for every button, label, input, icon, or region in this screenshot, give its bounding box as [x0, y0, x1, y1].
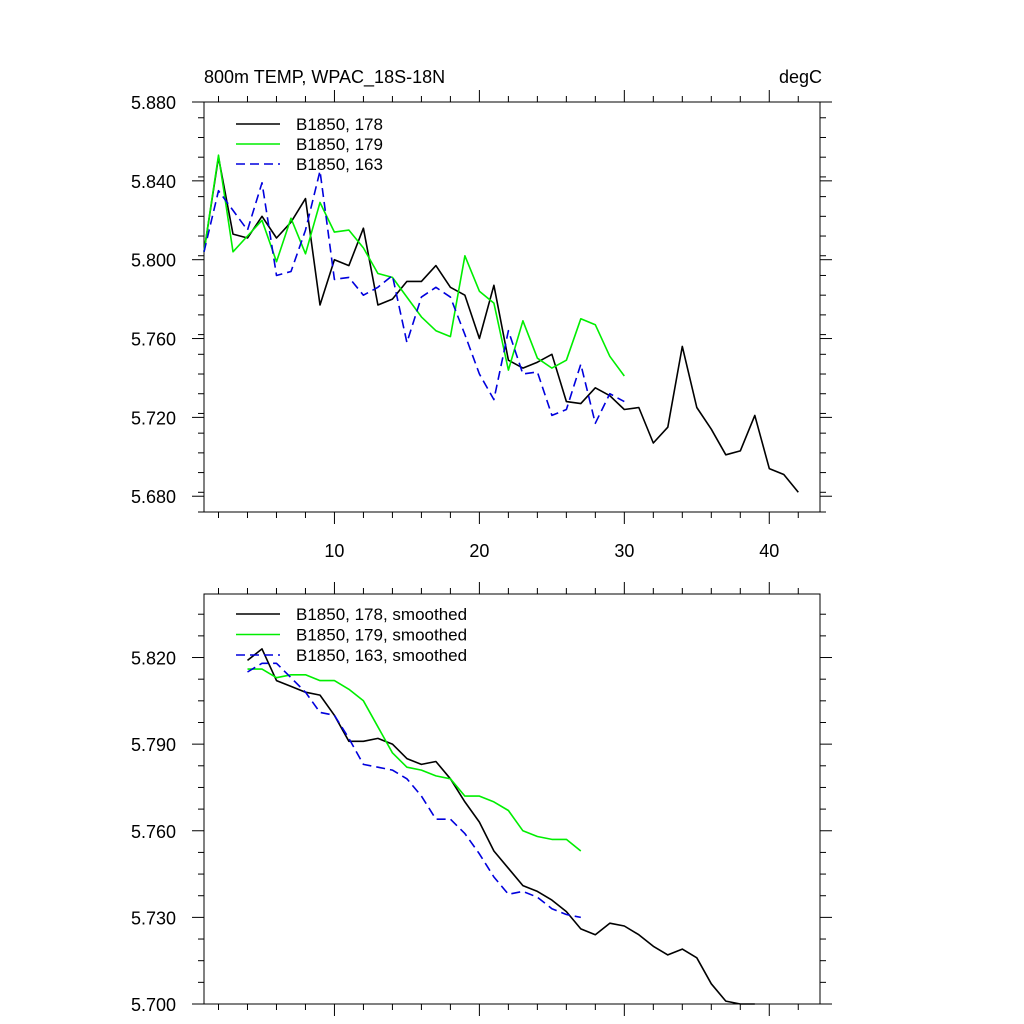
top-panel-y-tick-label: 5.840: [131, 172, 176, 192]
bottom-panel-tick-labels: 5.700 5.730 5.760 5.790 5.820: [131, 649, 176, 1015]
top-panel-y-tick-label: 5.880: [131, 93, 176, 113]
bottom-panel-series-line-3: [247, 662, 581, 919]
top-panel-series-line-2: [203, 154, 625, 377]
top-panel-plot-frame: [203, 101, 821, 513]
top-panel-y-tick-label: 5.800: [131, 251, 176, 271]
top-panel-x-tick-label: 30: [614, 541, 634, 561]
bottom-panel-y-tick-label: 5.700: [131, 995, 176, 1015]
top-panel-legend-label-3: B1850, 163: [296, 155, 383, 174]
bottom-panel-y-tick-label: 5.730: [131, 908, 176, 928]
bottom-panel-y-tick-label: 5.790: [131, 735, 176, 755]
top-panel-x-tick-label: 10: [324, 541, 344, 561]
bottom-panel-series-line-2: [247, 668, 582, 852]
bottom-panel-y-tick-label: 5.820: [131, 649, 176, 669]
bottom-panel-series-line-1: [247, 648, 755, 1005]
bottom-panel-legend-label-1: B1850, 178, smoothed: [296, 605, 467, 624]
top-panel-series-line-1: [203, 156, 799, 493]
top-panel-title: 800m TEMP, WPAC_18S-18N: [204, 67, 445, 88]
top-panel-tick-labels: 10 20 30 40 5.680 5.720 5.760 5.800 5.840 5.880: [131, 93, 779, 561]
bottom-panel: 5.700 5.730 5.760 5.790 5.820 B1850, 178, sm…: [131, 582, 832, 1016]
top-panel-series-line-3: [203, 170, 625, 425]
bottom-panel-legend-label-3: B1850, 163, smoothed: [296, 646, 467, 665]
top-panel-x-tick-label: 20: [469, 541, 489, 561]
bottom-panel-plot-frame: [203, 593, 821, 1005]
top-panel-y-tick-label: 5.760: [131, 330, 176, 350]
top-panel-series: [203, 154, 799, 493]
top-panel-units: degC: [779, 67, 822, 87]
bottom-panel-y-tick-label: 5.760: [131, 822, 176, 842]
bottom-panel-ticks: [192, 582, 832, 1016]
bottom-panel-series: [247, 648, 755, 1005]
top-panel-y-tick-label: 5.720: [131, 408, 176, 428]
top-panel: 800m TEMP, WPAC_18S-18N degC 10 20 30 40 5.6…: [131, 67, 832, 561]
bottom-panel-legend-label-2: B1850, 179, smoothed: [296, 626, 467, 645]
top-panel-y-tick-label: 5.680: [131, 487, 176, 507]
bottom-panel-legend: B1850, 178, smoothed B1850, 179, smoothed…: [236, 605, 467, 665]
top-panel-legend-label-2: B1850, 179: [296, 135, 383, 154]
top-panel-ticks: [192, 90, 832, 524]
top-panel-x-tick-label: 40: [759, 541, 779, 561]
top-panel-legend-label-1: B1850, 178: [296, 115, 383, 134]
